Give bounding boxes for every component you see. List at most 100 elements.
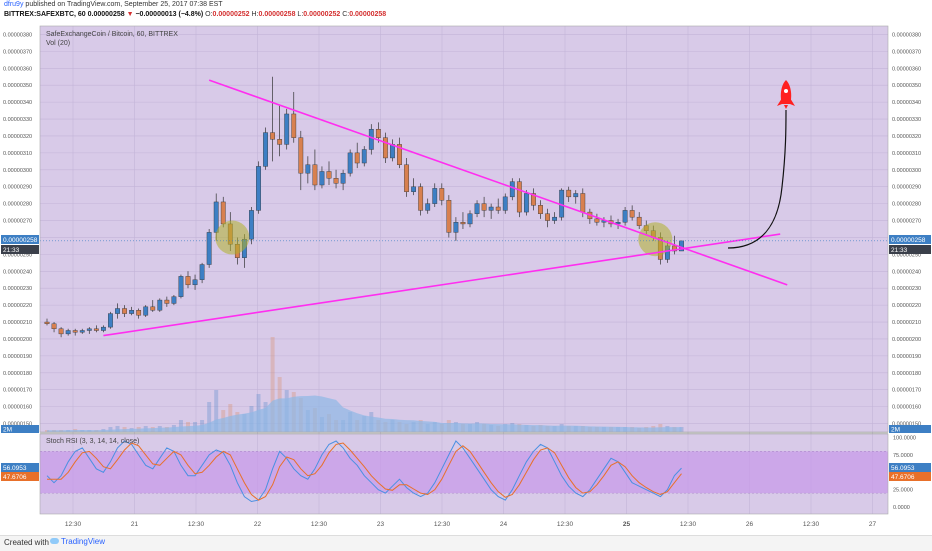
volume-bar	[178, 420, 183, 432]
candle-down	[481, 203, 487, 211]
candle-down	[594, 218, 600, 223]
candle-up	[502, 196, 508, 211]
price-tick-label-right: 0.00000370	[892, 49, 921, 55]
rsi-tick-label: 75.0000	[893, 453, 913, 459]
svg-text:47.6706: 47.6706	[891, 474, 915, 481]
stoch-rsi-k-line	[46, 440, 682, 503]
candle-up	[192, 279, 198, 286]
trendline	[208, 79, 788, 286]
candle-down	[298, 137, 304, 174]
svg-text:56.0953: 56.0953	[891, 465, 915, 472]
price-tick-label-right: 0.00000210	[892, 320, 921, 326]
price-tick-label-right: 0.00000350	[892, 83, 921, 89]
candle-up	[488, 206, 494, 211]
candle-up	[108, 313, 113, 328]
candle-down	[516, 181, 522, 213]
candle-up	[474, 203, 480, 214]
candle-down	[277, 139, 283, 145]
candle-up	[622, 210, 628, 223]
candle-up	[129, 310, 134, 314]
price-tick-label-right: 0.00000270	[892, 219, 921, 225]
candle-up	[284, 113, 290, 145]
price-tick-label-right: 0.00000340	[892, 100, 921, 106]
publish-line: dfru9y published on TradingView.com, Sep…	[4, 1, 223, 8]
high-value: 0.00000258	[258, 11, 296, 18]
candle-up	[425, 203, 431, 211]
candle-down	[93, 328, 99, 331]
candle-up	[361, 149, 367, 164]
candle-up	[467, 213, 473, 225]
price-tick-label-right: 0.00000220	[892, 303, 921, 309]
candle-down	[580, 193, 586, 213]
candle-up	[305, 164, 311, 174]
candle-up	[453, 222, 459, 233]
candle-down	[418, 186, 424, 211]
candle-up	[411, 186, 416, 192]
candle-down	[629, 210, 635, 218]
author-link[interactable]: dfru9y	[4, 1, 24, 8]
price-pane-background[interactable]	[40, 26, 888, 432]
price-tick-label-left: 0.00000210	[3, 320, 32, 326]
chart-canvas[interactable]: 0.00000380 0.00000380 0.00000370 0.00000370…	[0, 22, 932, 535]
price-tick-label-left: 0.00000160	[3, 405, 32, 411]
candle-down	[446, 200, 452, 233]
price-tick-label-left: 0.00000190	[3, 354, 32, 360]
candle-up	[199, 264, 205, 280]
price-tick-label-left: 0.00000310	[3, 151, 32, 157]
close-value: 0.00000258	[349, 11, 387, 18]
price-tick-label-right: 0.00000330	[892, 117, 921, 123]
price-tick-label-left: 0.00000340	[3, 100, 32, 106]
time-tick-label: 12:30	[188, 521, 205, 528]
price-tick-label-left: 0.00000300	[3, 168, 32, 174]
volume-badge-right: 2M	[889, 425, 931, 434]
price-tick-label-right: 0.00000320	[892, 134, 921, 140]
volume-bar	[214, 390, 219, 432]
stoch-rsi-lines	[46, 440, 682, 503]
candle-down	[58, 328, 64, 335]
price-badge-right: 0.00000258	[889, 235, 931, 244]
candle-down	[439, 188, 445, 201]
rsi-pane-border	[39, 433, 889, 515]
candle-down	[270, 132, 275, 140]
candle-up	[319, 171, 325, 186]
candle-up	[79, 330, 85, 333]
svg-text:47.6706: 47.6706	[3, 474, 27, 481]
candle-down	[383, 137, 388, 159]
price-tick-label-left: 0.00000270	[3, 219, 32, 225]
candle-up	[213, 201, 219, 233]
price-tick-label-right: 0.00000300	[892, 168, 921, 174]
volume-bar	[115, 426, 120, 432]
candle-down	[531, 193, 536, 206]
candle-down	[185, 276, 191, 286]
candle-down	[312, 164, 318, 186]
svg-text:2M: 2M	[891, 427, 900, 434]
cloud-icon	[50, 538, 59, 544]
rsi-legend: Stoch RSI (3, 3, 14, 14, close)	[46, 438, 139, 445]
candle-up	[432, 188, 438, 204]
price-tick-label-left: 0.00000330	[3, 117, 32, 123]
published-text: published on TradingView.com, September …	[25, 1, 223, 8]
rsi-tick-label: 100.0000	[893, 435, 916, 441]
price-tick-label-left: 0.00000230	[3, 286, 32, 292]
highlight-circle	[638, 222, 673, 257]
candle-up	[263, 132, 268, 167]
rsi-k-badge-right: 56.0953	[889, 463, 931, 472]
candle-down	[397, 144, 402, 165]
time-badge-right: 21:33	[889, 245, 931, 254]
price-tick-label-right: 0.00000200	[892, 337, 921, 343]
high-label: H:	[251, 11, 259, 18]
volume-badge-left: 2M	[1, 425, 39, 434]
rsi-band	[40, 451, 888, 494]
candle-up	[171, 296, 177, 304]
candle-up	[390, 144, 395, 159]
candle-down	[404, 164, 409, 192]
price-tick-label-left: 0.00000170	[3, 388, 32, 394]
time-tick-label: 12:30	[65, 521, 82, 528]
candle-down	[538, 205, 543, 214]
price-tick-label-left: 0.00000370	[3, 49, 32, 55]
svg-text:2M: 2M	[3, 427, 12, 434]
price-tick-label-left: 0.00000380	[3, 32, 32, 38]
tradingview-logo[interactable]: TradingView	[50, 537, 105, 546]
candle-down	[164, 299, 170, 304]
chart-legend-title: SafeExchangeCoin / Bitcoin, 60, BITTREX	[46, 31, 178, 38]
